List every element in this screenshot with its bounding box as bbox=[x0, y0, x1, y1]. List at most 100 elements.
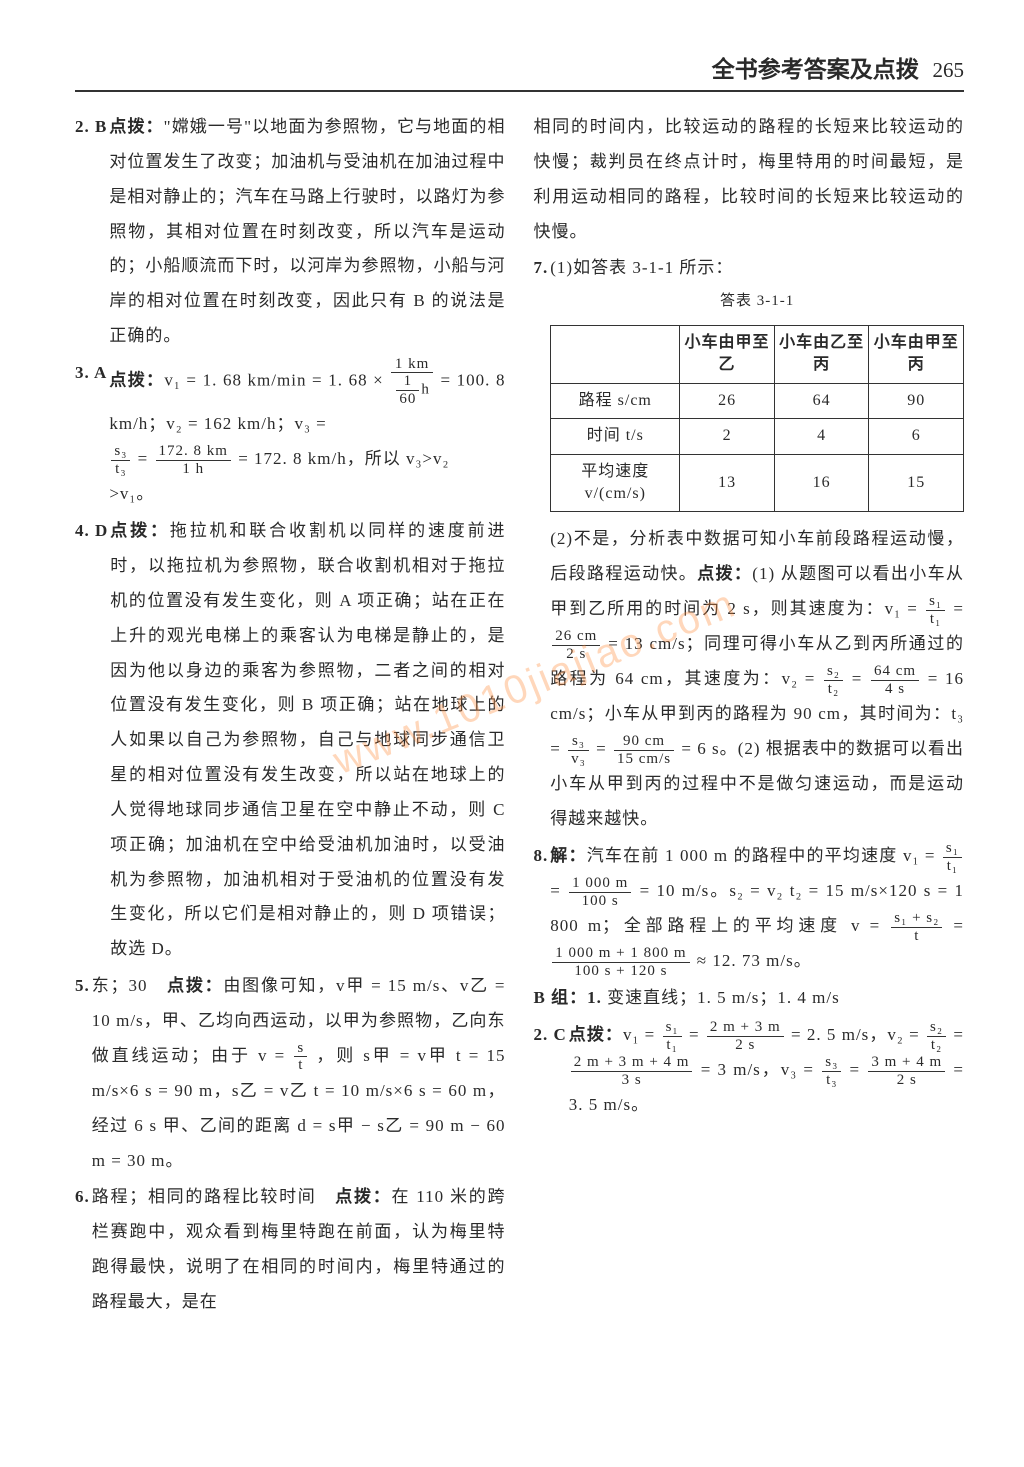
table-cell: 16 bbox=[774, 454, 869, 512]
table-cell: 4 bbox=[774, 419, 869, 454]
frac-den: 2 s bbox=[868, 1072, 945, 1089]
q6-cont-text: 相同的时间内，比较运动的路程的长短来比较运动的快慢；裁判员在终点计时，梅里特用的… bbox=[534, 110, 965, 249]
frac-num: s₃ bbox=[822, 1054, 841, 1072]
table-header bbox=[551, 325, 680, 383]
q2b-t1: v₁ = bbox=[623, 1025, 661, 1044]
hint-label: 点拨： bbox=[335, 1187, 391, 1206]
frac-num: s₁ bbox=[926, 593, 945, 611]
q2b-t2: = 2. 5 m/s，v₂ = bbox=[791, 1025, 925, 1044]
hint-label: 点拨： bbox=[109, 117, 163, 136]
frac-den: t₂ bbox=[927, 1037, 946, 1054]
fraction: s₃t₃ bbox=[822, 1054, 841, 1088]
header-title: 全书参考答案及点拨 bbox=[712, 57, 919, 82]
q7-part2e: = 6 s。(2) 根据表中的数据可以看出小车从甲到丙的过程中不是做匀速运动，而… bbox=[550, 739, 964, 828]
fraction: 1 km 160h bbox=[391, 356, 433, 408]
fraction: s₁t₁ bbox=[663, 1019, 682, 1053]
q5-body: 东；30 点拨：由图像可知，v甲 = 15 m/s、v乙 = 10 m/s，甲、… bbox=[92, 969, 506, 1178]
q3-number: 3. A bbox=[75, 356, 107, 512]
frac-num: 1 bbox=[396, 373, 419, 391]
frac-num: 2 m + 3 m bbox=[707, 1019, 784, 1037]
content-columns: 2. B 点拨："嫦娥一号"以地面为参照物，它与地面的相对位置发生了改变；加油机… bbox=[75, 110, 964, 1322]
page-header: 全书参考答案及点拨 265 bbox=[75, 50, 964, 92]
frac-num: s₁ bbox=[943, 840, 962, 858]
q2b-number: 2. C bbox=[534, 1018, 567, 1123]
frac-den: 4 s bbox=[871, 681, 919, 698]
frac-num: s₃ bbox=[111, 443, 130, 461]
frac-num: s₂ bbox=[927, 1019, 946, 1037]
q8-t1: 汽车在前 1 000 m 的路程中的平均速度 v₁ = bbox=[587, 846, 941, 865]
fraction: 1 000 m100 s bbox=[569, 875, 631, 909]
frac-num: s₁ bbox=[663, 1019, 682, 1037]
question-3: 3. A 点拨：v₁ = 1. 68 km/min = 1. 68 × 1 km… bbox=[75, 356, 506, 512]
frac-num: 90 cm bbox=[614, 733, 674, 751]
table-cell: 6 bbox=[869, 419, 964, 454]
q4-text: 拖拉机和联合收割机以同样的速度前进时，以拖拉机为参照物，联合收割机相对于拖拉机的… bbox=[110, 521, 505, 958]
q6-answer: 路程；相同的路程比较时间 bbox=[92, 1187, 317, 1206]
q7-part1: (1)如答表 3-1-1 所示： bbox=[550, 258, 733, 277]
groupb-ans1: 变速直线；1. 5 m/s；1. 4 m/s bbox=[607, 988, 840, 1007]
solution-label: 解： bbox=[550, 846, 586, 865]
table-cell: 路程 s/cm bbox=[551, 383, 680, 418]
frac-den: 15 cm/s bbox=[614, 751, 674, 768]
table-row: 平均速度 v/(cm/s) 13 16 15 bbox=[551, 454, 964, 512]
fraction: s₂t₂ bbox=[927, 1019, 946, 1053]
table-header: 小车由甲至乙 bbox=[680, 325, 775, 383]
right-column: 相同的时间内，比较运动的路程的长短来比较运动的快慢；裁判员在终点计时，梅里特用的… bbox=[534, 110, 965, 1322]
frac-num: 172. 8 km bbox=[156, 443, 231, 461]
answer-table-3-1-1: 小车由甲至乙 小车由乙至丙 小车由甲至丙 路程 s/cm 26 64 90 时间… bbox=[550, 325, 964, 512]
frac-num: s₁ + s₂ bbox=[891, 910, 942, 928]
q2-text: "嫦娥一号"以地面为参照物，它与地面的相对位置发生了改变；加油机与受油机在加油过… bbox=[109, 117, 505, 345]
frac-num: 1 000 m + 1 800 m bbox=[552, 945, 689, 963]
table-cell: 时间 t/s bbox=[551, 419, 680, 454]
frac-num: s₂ bbox=[824, 663, 843, 681]
question-6-cont: 相同的时间内，比较运动的路程的长短来比较运动的快慢；裁判员在终点计时，梅里特用的… bbox=[534, 110, 965, 249]
q6-number: 6. bbox=[75, 1180, 90, 1319]
frac-den: t₁ bbox=[926, 611, 945, 628]
frac-den: 1 h bbox=[156, 461, 231, 478]
table-header: 小车由乙至丙 bbox=[774, 325, 869, 383]
eq: = bbox=[852, 669, 869, 688]
fraction: 2 m + 3 m2 s bbox=[707, 1019, 784, 1053]
q7-body: (1)如答表 3-1-1 所示： 答表 3-1-1 小车由甲至乙 小车由乙至丙 … bbox=[550, 251, 964, 837]
frac-den: 3 s bbox=[571, 1072, 693, 1089]
table-cell: 平均速度 v/(cm/s) bbox=[551, 454, 680, 512]
eq: = bbox=[138, 449, 154, 468]
frac-num: 1 km bbox=[391, 356, 433, 374]
table-cell: 13 bbox=[680, 454, 775, 512]
table-row: 时间 t/s 2 4 6 bbox=[551, 419, 964, 454]
frac-num: 1 000 m bbox=[569, 875, 631, 893]
question-2: 2. B 点拨："嫦娥一号"以地面为参照物，它与地面的相对位置发生了改变；加油机… bbox=[75, 110, 506, 354]
fraction: s₃t₃ bbox=[111, 443, 130, 477]
q2b-body: 点拨：v₁ = s₁t₁ = 2 m + 3 m2 s = 2. 5 m/s，v… bbox=[569, 1018, 964, 1123]
q3-line3: >v₁。 bbox=[109, 484, 154, 503]
eq: = bbox=[596, 739, 612, 758]
eq: = bbox=[953, 599, 964, 618]
question-6: 6. 路程；相同的路程比较时间 点拨：在 110 米的跨栏赛跑中，观众看到梅里特… bbox=[75, 1180, 506, 1319]
fraction: 1 000 m + 1 800 m100 s + 120 s bbox=[552, 945, 689, 979]
q8-number: 8. bbox=[534, 839, 549, 979]
page-number: 265 bbox=[933, 58, 965, 82]
q2-number: 2. B bbox=[75, 110, 107, 354]
fraction: 2 m + 3 m + 4 m3 s bbox=[571, 1054, 693, 1088]
frac-den: t₂ bbox=[824, 681, 843, 698]
question-8: 8. 解：汽车在前 1 000 m 的路程中的平均速度 v₁ = s₁t₁ = … bbox=[534, 839, 965, 979]
left-column: 2. B 点拨："嫦娥一号"以地面为参照物，它与地面的相对位置发生了改变；加油机… bbox=[75, 110, 506, 1322]
table-row: 小车由甲至乙 小车由乙至丙 小车由甲至丙 bbox=[551, 325, 964, 383]
fraction: s₁t₁ bbox=[926, 593, 945, 627]
unit: h bbox=[421, 382, 430, 398]
q2-body: 点拨："嫦娥一号"以地面为参照物，它与地面的相对位置发生了改变；加油机与受油机在… bbox=[109, 110, 505, 354]
question-4: 4. D 点拨：拖拉机和联合收割机以同样的速度前进时，以拖拉机为参照物，联合收割… bbox=[75, 514, 506, 967]
hint-label: 点拨： bbox=[109, 371, 164, 390]
frac-den: 100 s + 120 s bbox=[552, 963, 689, 980]
fraction: 172. 8 km1 h bbox=[156, 443, 231, 477]
question-7: 7. (1)如答表 3-1-1 所示： 答表 3-1-1 小车由甲至乙 小车由乙… bbox=[534, 251, 965, 837]
q8-t3: ≈ 12. 73 m/s。 bbox=[697, 951, 812, 970]
frac-den: t₁ bbox=[663, 1037, 682, 1054]
frac-den: 100 s bbox=[569, 893, 631, 910]
fraction: s₁t₁ bbox=[943, 840, 962, 874]
hint-label: 点拨： bbox=[110, 521, 170, 540]
frac-den: 2 s bbox=[552, 646, 600, 663]
frac-den: 160h bbox=[391, 373, 433, 407]
frac-num: 2 m + 3 m + 4 m bbox=[571, 1054, 693, 1072]
frac-num: 26 cm bbox=[552, 628, 600, 646]
